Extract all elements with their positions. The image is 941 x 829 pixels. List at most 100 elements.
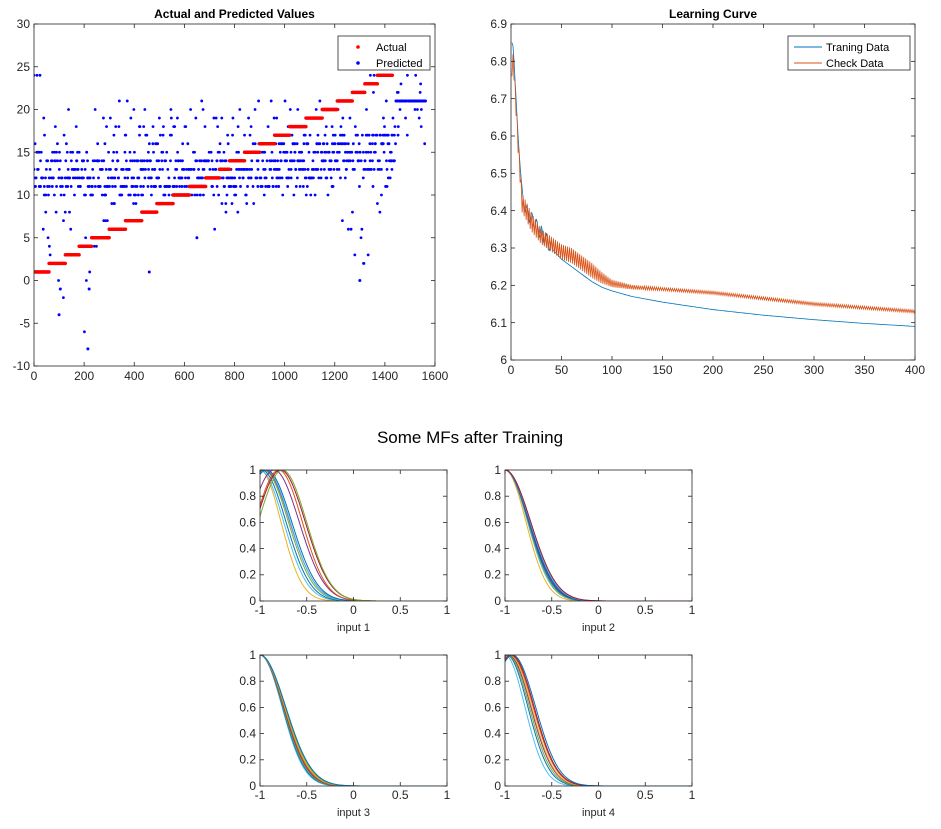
predicted-point <box>391 116 395 120</box>
predicted-point <box>341 219 344 223</box>
predicted-point <box>259 176 263 180</box>
predicted-point <box>102 116 105 120</box>
predicted-point <box>405 133 409 137</box>
predicted-point <box>277 167 281 171</box>
predicted-point <box>269 167 273 171</box>
predicted-point <box>339 176 342 180</box>
predicted-point <box>112 133 116 137</box>
predicted-point <box>151 125 155 128</box>
actual-point <box>107 236 111 240</box>
predicted-point <box>138 133 141 137</box>
predicted-point <box>137 176 141 180</box>
predicted-point <box>150 185 153 188</box>
predicted-point <box>333 142 337 146</box>
predicted-point <box>78 185 82 188</box>
predicted-point <box>270 176 274 180</box>
predicted-point <box>197 167 200 171</box>
predicted-point <box>84 279 88 282</box>
predicted-point <box>83 167 87 171</box>
predicted-point <box>54 159 58 163</box>
predicted-point <box>66 167 70 171</box>
predicted-point <box>296 108 300 111</box>
predicted-point <box>146 159 149 163</box>
predicted-point <box>133 159 137 163</box>
predicted-point <box>332 150 336 154</box>
predicted-point <box>371 133 375 137</box>
predicted-point <box>39 159 42 163</box>
predicted-point <box>270 150 274 154</box>
predicted-point <box>90 185 94 188</box>
predicted-point <box>124 133 128 137</box>
predicted-point <box>104 167 108 171</box>
predicted-point <box>167 176 171 180</box>
y-tick-label: 0 <box>23 274 30 288</box>
predicted-point <box>53 125 57 128</box>
predicted-point <box>55 185 58 188</box>
predicted-point <box>406 73 409 77</box>
predicted-point <box>375 133 379 137</box>
predicted-point <box>34 185 37 188</box>
predicted-point <box>295 142 299 146</box>
predicted-point <box>109 167 112 171</box>
x-tick-label: 1000 <box>271 369 298 383</box>
predicted-point <box>170 133 173 137</box>
predicted-point <box>142 185 145 188</box>
predicted-point <box>91 193 94 197</box>
x-tick-label: 100 <box>602 363 622 377</box>
predicted-point <box>161 150 165 154</box>
predicted-point <box>147 142 151 146</box>
predicted-point <box>271 185 275 188</box>
mf-input-4-axes: -1 -0.5 0 0.5 1 0 0.2 0.4 0.6 0.8 1 input 4 <box>484 648 695 819</box>
predicted-point <box>385 185 389 188</box>
predicted-point <box>95 244 98 248</box>
predicted-point <box>207 159 210 163</box>
predicted-point <box>398 108 402 111</box>
predicted-point <box>80 167 84 171</box>
predicted-point <box>42 185 46 188</box>
predicted-point <box>287 176 291 180</box>
actual-point <box>320 116 324 120</box>
x-tick-label: 0.5 <box>637 788 654 802</box>
predicted-point <box>59 193 63 197</box>
predicted-point <box>139 185 143 188</box>
predicted-point <box>308 133 312 137</box>
legend-label: Traning Data <box>826 42 890 54</box>
predicted-point <box>93 108 97 111</box>
predicted-point <box>174 159 178 163</box>
predicted-point <box>44 167 48 171</box>
predicted-point <box>358 150 362 154</box>
predicted-point <box>222 150 226 154</box>
predicted-point <box>394 142 397 146</box>
predicted-point <box>263 150 267 154</box>
predicted-point <box>248 133 252 137</box>
plot-content <box>511 42 915 327</box>
predicted-point <box>309 193 313 197</box>
predicted-point <box>311 176 315 180</box>
predicted-point <box>285 159 289 163</box>
predicted-point <box>64 142 68 146</box>
x-tick-label: 800 <box>224 369 244 383</box>
predicted-point <box>272 116 276 120</box>
predicted-point <box>158 167 162 171</box>
x-tick-label: 50 <box>555 363 569 377</box>
predicted-point <box>224 202 228 205</box>
y-tick-label: 0 <box>494 594 501 608</box>
predicted-point <box>216 125 220 128</box>
predicted-point <box>371 142 374 146</box>
predicted-point <box>47 193 50 197</box>
predicted-point <box>372 167 376 171</box>
predicted-point <box>103 219 107 223</box>
predicted-point <box>327 150 331 154</box>
axes-frame <box>504 654 693 787</box>
predicted-point <box>173 125 177 128</box>
predicted-point <box>123 176 127 180</box>
x-tick-label: -1 <box>255 788 266 802</box>
actual-point <box>89 244 94 248</box>
predicted-point <box>265 159 269 163</box>
predicted-point <box>132 176 136 180</box>
predicted-point <box>346 150 349 154</box>
predicted-point <box>195 193 199 197</box>
y-tick-label: 0.4 <box>239 541 256 555</box>
predicted-point <box>147 167 150 171</box>
predicted-point <box>388 176 392 180</box>
